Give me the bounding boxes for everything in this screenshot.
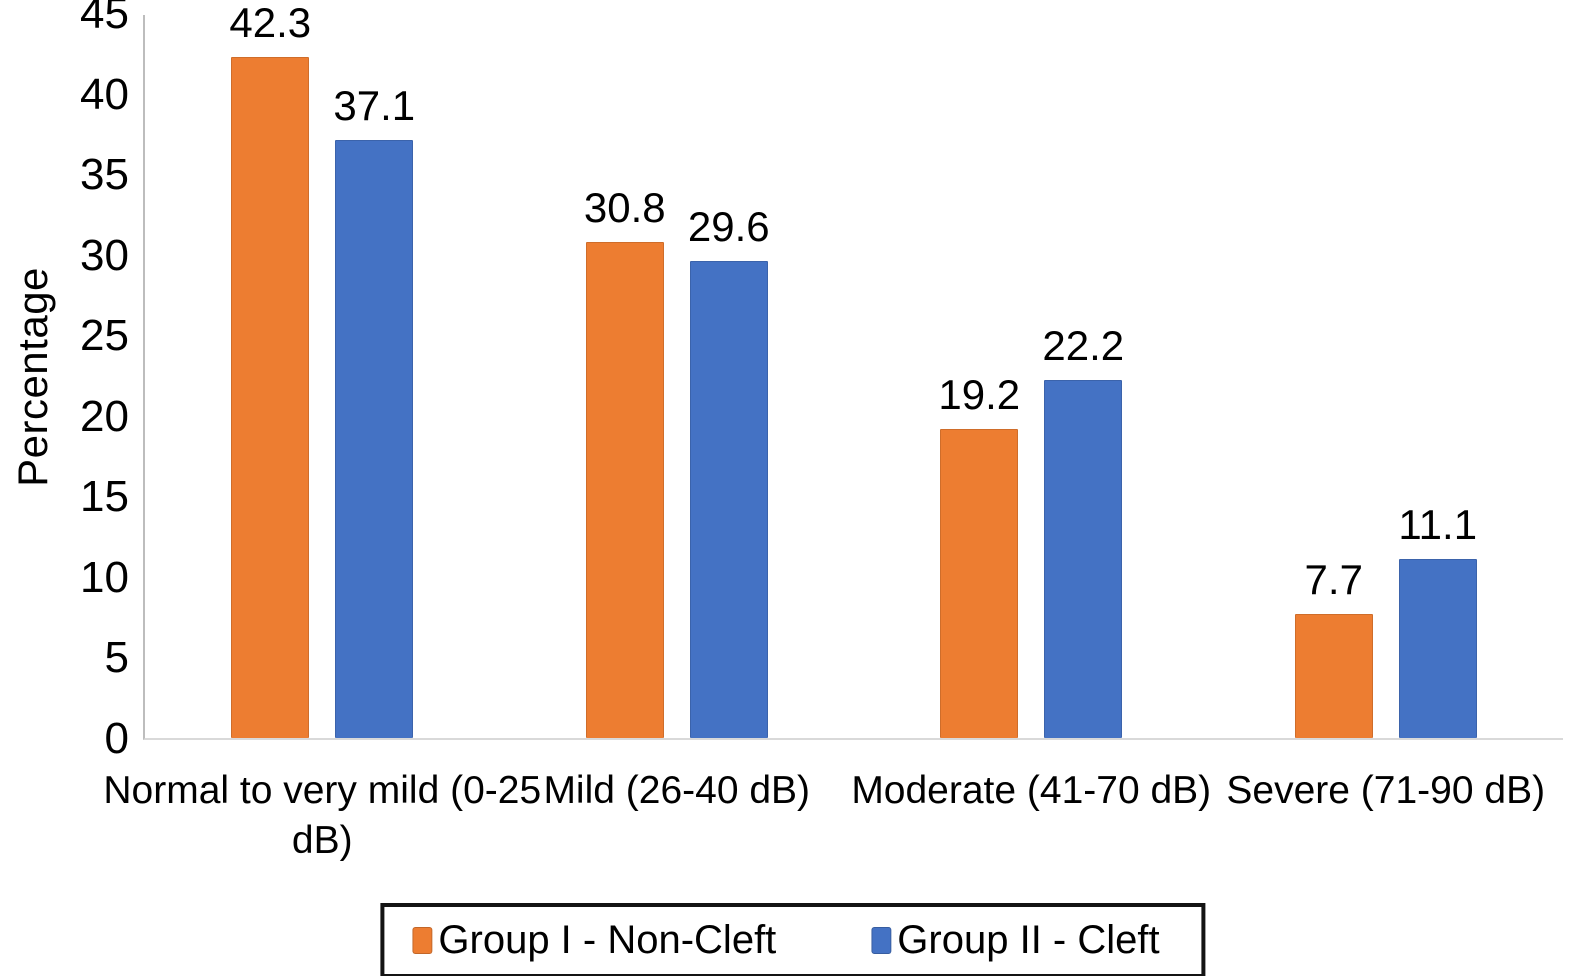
- bar: 30.8: [584, 186, 666, 738]
- legend-label: Group I - Non-Cleft: [438, 918, 777, 962]
- bar: 19.2: [938, 373, 1020, 738]
- legend-label: Group II - Cleft: [897, 918, 1160, 962]
- y-tick-label: 5: [104, 633, 129, 683]
- bar-value-label: 11.1: [1398, 501, 1478, 549]
- bar-group: 42.3 37.1 Normal to very mild (0-25 dB): [103, 1, 541, 862]
- bar-value-label: 29.6: [687, 203, 770, 251]
- bar-value-label: 7.7: [1304, 555, 1363, 603]
- legend-item: Group II - Cleft: [871, 918, 1160, 963]
- y-tick-label: 0: [104, 714, 129, 764]
- bar-value-label: 22.2: [1042, 322, 1125, 370]
- bar: 7.7: [1294, 558, 1373, 738]
- legend-item: Group I - Non-Cleft: [412, 918, 776, 963]
- bar-pair: 19.2 22.2: [938, 325, 1124, 738]
- y-tick-label: 15: [80, 472, 129, 522]
- y-tick-label: 20: [80, 391, 129, 441]
- bar-pair: 7.7 11.1: [1294, 504, 1477, 738]
- legend-swatch-icon: [871, 927, 892, 954]
- bar: 22.2: [1042, 325, 1124, 738]
- bar-value-label: 37.1: [333, 82, 416, 130]
- y-tick-label: 25: [80, 311, 129, 361]
- bar-pair: 42.3 37.1: [229, 1, 415, 738]
- bar-value-label: 42.3: [229, 0, 312, 46]
- bar-value-label: 30.8: [583, 183, 666, 231]
- legend-swatch-icon: [412, 927, 433, 954]
- bar: 11.1: [1398, 504, 1477, 738]
- category-label: Mild (26-40 dB): [543, 769, 811, 812]
- category-label: Moderate (41-70 dB): [851, 769, 1212, 812]
- bar-group: 19.2 22.2 Moderate (41-70 dB): [851, 15, 1211, 812]
- bar: 29.6: [688, 206, 770, 738]
- category-label: Severe (71-90 dB): [1226, 769, 1546, 812]
- bar-value-label: 19.2: [938, 370, 1021, 418]
- plot-area: 0 5 10 15 20 25 30 35 40 45 42.3 37.1 Normal to ver…: [80, 0, 1564, 862]
- bar-group: 7.7 11.1 Severe (71-90 dB): [1209, 15, 1564, 812]
- y-tick-label: 10: [80, 552, 129, 602]
- category-label: Normal to very mild (0-25 dB): [103, 769, 542, 862]
- bar: 37.1: [333, 85, 415, 738]
- legend: Group I - Non-Cleft Group II - Cleft: [380, 903, 1206, 976]
- y-tick-label: 45: [80, 0, 129, 39]
- y-tick-label: 30: [80, 230, 129, 280]
- bar-groups: 42.3 37.1 Normal to very mild (0-25 dB) 30.…: [103, 1, 1564, 862]
- y-tick-label: 40: [80, 69, 129, 119]
- y-axis-tick-labels: 0 5 10 15 20 25 30 35 40 45: [19, 0, 129, 761]
- y-tick-label: 35: [80, 150, 129, 200]
- bar-pair: 30.8 29.6: [584, 186, 770, 738]
- bar-group: 30.8 29.6 Mild (26-40 dB): [500, 15, 855, 812]
- bar: 42.3: [229, 1, 311, 738]
